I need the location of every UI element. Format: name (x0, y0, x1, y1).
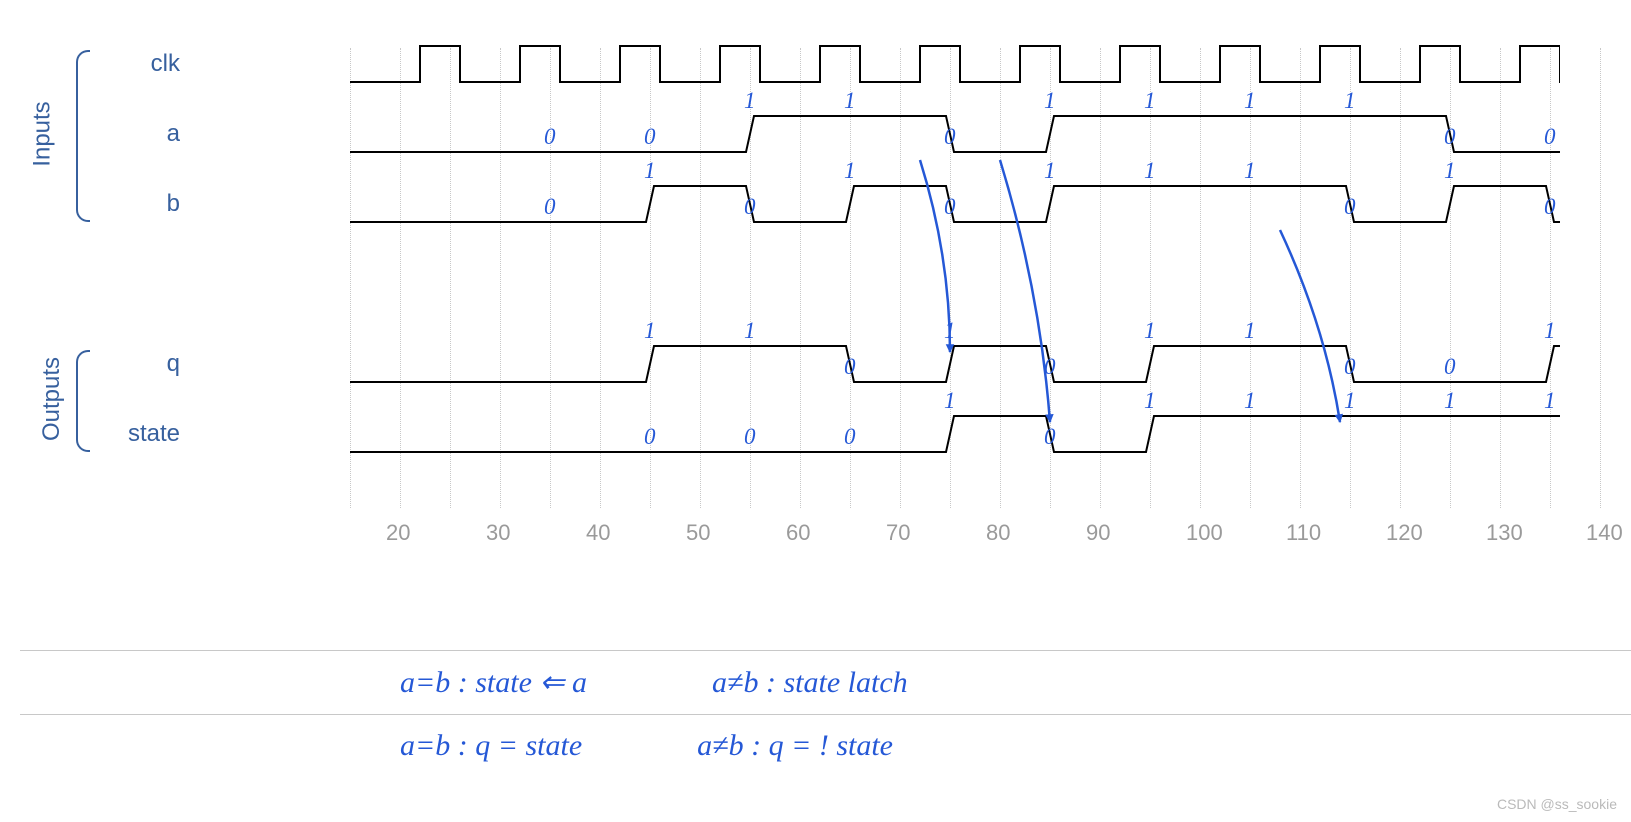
bit-annotation: 0 (544, 124, 556, 150)
bit-annotation: 1 (1144, 158, 1156, 184)
bit-annotation: 1 (1044, 158, 1056, 184)
bit-annotation: 1 (1144, 318, 1156, 344)
annotation-arrow (1280, 230, 1340, 422)
bit-annotation: 0 (744, 424, 756, 450)
bit-annotation: 1 (1244, 158, 1256, 184)
bit-annotation: 0 (944, 194, 956, 220)
bit-annotation: 1 (1544, 318, 1556, 344)
bit-annotation: 1 (1244, 88, 1256, 114)
bit-annotation: 0 (1544, 124, 1556, 150)
bit-annotation: 0 (744, 194, 756, 220)
bit-annotation: 1 (744, 318, 756, 344)
bit-annotation: 1 (744, 88, 756, 114)
bit-annotation: 0 (1344, 354, 1356, 380)
bit-annotation: 1 (1044, 88, 1056, 114)
waveforms-svg (20, 20, 1560, 580)
bit-annotation: 0 (844, 354, 856, 380)
annotation-arrow (1000, 160, 1050, 422)
rule-line-2: a=b : q = state a≠b : q = ! state (20, 715, 1631, 777)
bit-annotation: 0 (1444, 354, 1456, 380)
bit-annotation: 1 (1344, 388, 1356, 414)
rule-line-1: a=b : state ⇐ a a≠b : state latch (20, 651, 1631, 714)
rule-1-left: a=b : state ⇐ a (400, 666, 587, 699)
bit-annotation: 1 (1144, 388, 1156, 414)
bit-annotation: 1 (1544, 388, 1556, 414)
bit-annotation: 1 (644, 158, 656, 184)
bit-annotation: 0 (1044, 354, 1056, 380)
arrow-head-icon (1335, 414, 1342, 422)
watermark-text: CSDN @ss_sookie (1497, 796, 1617, 812)
bit-annotation: 1 (944, 388, 956, 414)
bit-annotation: 0 (844, 424, 856, 450)
bit-annotation: 0 (1444, 124, 1456, 150)
rule-2-right: a≠b : q = ! state (697, 729, 893, 762)
rule-1-right: a≠b : state latch (712, 666, 908, 699)
bit-annotation: 1 (944, 318, 956, 344)
bit-annotation: 0 (1544, 194, 1556, 220)
bit-annotation: 0 (1344, 194, 1356, 220)
bit-annotation: 0 (944, 124, 956, 150)
bit-annotation: 1 (1144, 88, 1156, 114)
rule-2-left: a=b : q = state (400, 729, 582, 762)
bit-annotation: 1 (1444, 158, 1456, 184)
bit-annotation: 0 (544, 194, 556, 220)
bit-annotation: 1 (1244, 388, 1256, 414)
wave-q (350, 346, 1560, 382)
bit-annotation: 0 (1044, 424, 1056, 450)
bit-annotation: 1 (644, 318, 656, 344)
time-tick: 140 (1586, 520, 1623, 546)
rules-block: a=b : state ⇐ a a≠b : state latch a=b : … (20, 650, 1631, 777)
bit-annotation: 1 (844, 88, 856, 114)
bit-annotation: 1 (1444, 388, 1456, 414)
timing-diagram: 2030405060708090100110120130140150Inputs… (20, 20, 1560, 580)
gridline (1600, 48, 1601, 508)
wave-state (350, 416, 1560, 452)
bit-annotation: 1 (844, 158, 856, 184)
bit-annotation: 0 (644, 124, 656, 150)
bit-annotation: 1 (1244, 318, 1256, 344)
wave-clk (350, 46, 1560, 82)
bit-annotation: 0 (644, 424, 656, 450)
bit-annotation: 1 (1344, 88, 1356, 114)
